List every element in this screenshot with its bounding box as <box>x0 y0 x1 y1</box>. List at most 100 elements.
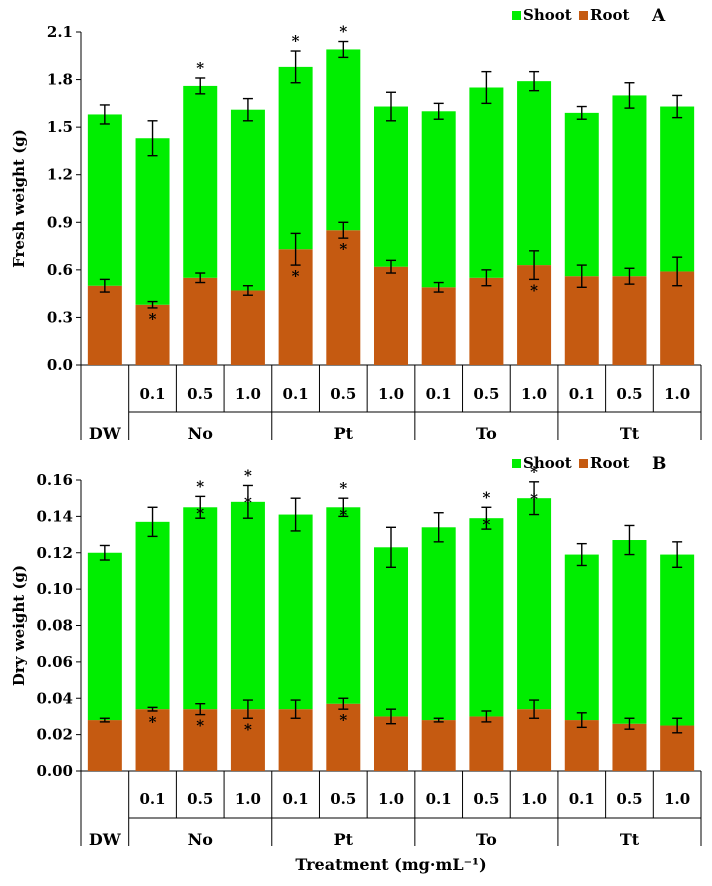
panel-b-significance-shoot: * <box>530 463 538 481</box>
panel-a-significance-root: * <box>292 267 300 285</box>
panel-b-bar-shoot <box>87 552 122 721</box>
panel-a-bar-shoot <box>135 138 170 305</box>
panel-b-bar-shoot <box>564 554 599 721</box>
panel-b-y-tick-label: 0.10 <box>36 580 73 598</box>
panel-b-group-label: DW <box>89 830 122 849</box>
panel-b-y-tick-label: 0.00 <box>36 762 73 780</box>
panel-a-significance-shoot: * <box>196 59 204 77</box>
panel-a-bar-shoot <box>326 49 361 231</box>
panel-b-bar-root <box>183 709 218 771</box>
panel-b-bar-shoot <box>469 518 504 717</box>
panel-b-x-tick-label: 0.1 <box>569 790 595 808</box>
panel-a-bar-root <box>230 290 265 365</box>
panel-b-x-tick-label: 0.5 <box>187 790 213 808</box>
panel-b-bar-root <box>612 723 647 771</box>
panel-a-x-tick-label: 1.0 <box>521 385 547 403</box>
panel-a-bar-shoot <box>469 87 504 278</box>
panel-b-y-tick-label: 0.04 <box>36 689 73 707</box>
panel-a-bar-shoot <box>564 112 599 277</box>
panel-b-x-tick-label: 1.0 <box>664 790 690 808</box>
panel-b-significance-shoot: * <box>482 488 490 506</box>
panel-a-bar-shoot <box>183 85 218 278</box>
x-axis-title: Treatment (mg·mL⁻¹) <box>295 855 486 874</box>
panel-b-x-tick-label: 0.1 <box>283 790 309 808</box>
panel-a-bar-root <box>612 276 647 365</box>
panel-a-legend-shoot-swatch <box>512 11 521 20</box>
panel-a-bar-root <box>660 271 695 365</box>
panel-a-bar-root <box>135 304 170 365</box>
panel-a-bar-root <box>421 287 456 365</box>
panel-b-bar-shoot <box>278 514 313 710</box>
panel-a-x-tick-label: 0.1 <box>283 385 309 403</box>
panel-a-bar-root <box>564 276 599 365</box>
panel-b-bar-shoot <box>135 521 170 710</box>
panel-a-y-tick-label: 0.9 <box>47 213 73 231</box>
panel-b-panel-letter: B <box>652 454 666 474</box>
panel-b-significance-shoot-lower: * <box>482 515 490 533</box>
panel-b-bar-root <box>230 709 265 771</box>
panel-b-y-tick-label: 0.12 <box>36 544 73 562</box>
panel-a-x-tick-label: 0.5 <box>187 385 213 403</box>
panel-b-significance-shoot-lower: * <box>339 506 347 524</box>
panel-b-legend-shoot-label: Shoot <box>523 454 572 472</box>
panel-b-bar-shoot <box>660 554 695 726</box>
panel-b-legend-shoot-swatch <box>512 459 521 468</box>
panel-b-significance-shoot: * <box>244 466 252 484</box>
panel-b-significance-shoot: * <box>339 479 347 497</box>
panel-b-legend-root-label: Root <box>590 454 629 472</box>
panel-a-group-label: DW <box>89 424 122 443</box>
panel-b-bar-shoot <box>612 540 647 724</box>
panel-b-significance-shoot-lower: * <box>530 490 538 508</box>
panel-b-bar-root <box>326 703 361 771</box>
panel-b-group-label: No <box>188 830 214 849</box>
panel-a-x-tick-label: 0.5 <box>330 385 356 403</box>
panel-b-group-label: To <box>476 830 497 849</box>
panel-a-panel-letter: A <box>651 6 666 26</box>
panel-a-bar-shoot <box>421 111 456 288</box>
panel-b-bar-shoot <box>183 507 218 710</box>
panel-a-x-tick-label: 0.5 <box>616 385 642 403</box>
panel-a-significance-shoot: * <box>339 23 347 41</box>
panel-b-legend-root-swatch <box>579 459 588 468</box>
panel-b-x-tick-label: 1.0 <box>521 790 547 808</box>
panel-a-x-tick-label: 1.0 <box>235 385 261 403</box>
panel-a-y-tick-label: 1.8 <box>47 71 73 89</box>
panel-a-y-axis-title: Fresh weight (g) <box>10 129 28 268</box>
panel-a-legend-root-label: Root <box>590 6 629 24</box>
panel-b-group-label: Pt <box>334 830 354 849</box>
panel-a-x-tick-label: 0.1 <box>569 385 595 403</box>
panel-b-significance-shoot-lower: * <box>244 493 252 511</box>
panel-b-bar-root <box>421 720 456 771</box>
panel-b-bar-root <box>469 716 504 771</box>
panel-a-x-tick-label: 0.1 <box>426 385 452 403</box>
panel-b-y-tick-label: 0.14 <box>36 507 73 525</box>
panel-b-y-tick-label: 0.16 <box>36 471 73 489</box>
panel-a-x-tick-label: 1.0 <box>664 385 690 403</box>
panel-a-bar-root <box>278 249 313 365</box>
panel-a-bar-root <box>183 277 218 365</box>
panel-b-bar-shoot <box>374 547 408 717</box>
panel-b-y-axis-title: Dry weight (g) <box>10 565 28 686</box>
panel-b-bar-root <box>135 709 170 771</box>
panel-b-x-tick-label: 1.0 <box>378 790 404 808</box>
panel-a-significance-root: * <box>530 281 538 299</box>
panel-a-bar-shoot <box>660 106 695 272</box>
panel-b-significance-shoot: * <box>196 477 204 495</box>
panel-a-y-tick-label: 2.1 <box>47 23 73 41</box>
panel-a-legend-shoot-label: Shoot <box>523 6 572 24</box>
panel-b-x-tick-label: 0.5 <box>330 790 356 808</box>
panel-b-y-tick-label: 0.06 <box>36 653 73 671</box>
panel-b-bar-shoot <box>421 527 456 721</box>
panel-a-group-label: No <box>188 424 214 443</box>
panel-a-bar-shoot <box>374 106 408 267</box>
panel-a-bar-root <box>517 265 552 365</box>
panel-a-y-tick-label: 1.5 <box>47 118 73 136</box>
panel-a-group-label: To <box>476 424 497 443</box>
panel-b-significance-root: * <box>339 711 347 729</box>
panel-a-bar-root <box>87 285 122 365</box>
panel-a-x-tick-label: 0.5 <box>473 385 499 403</box>
panel-b-y-tick-label: 0.08 <box>36 617 73 635</box>
panel-b-x-tick-label: 0.1 <box>426 790 452 808</box>
panel-b-bar-shoot <box>517 498 552 710</box>
